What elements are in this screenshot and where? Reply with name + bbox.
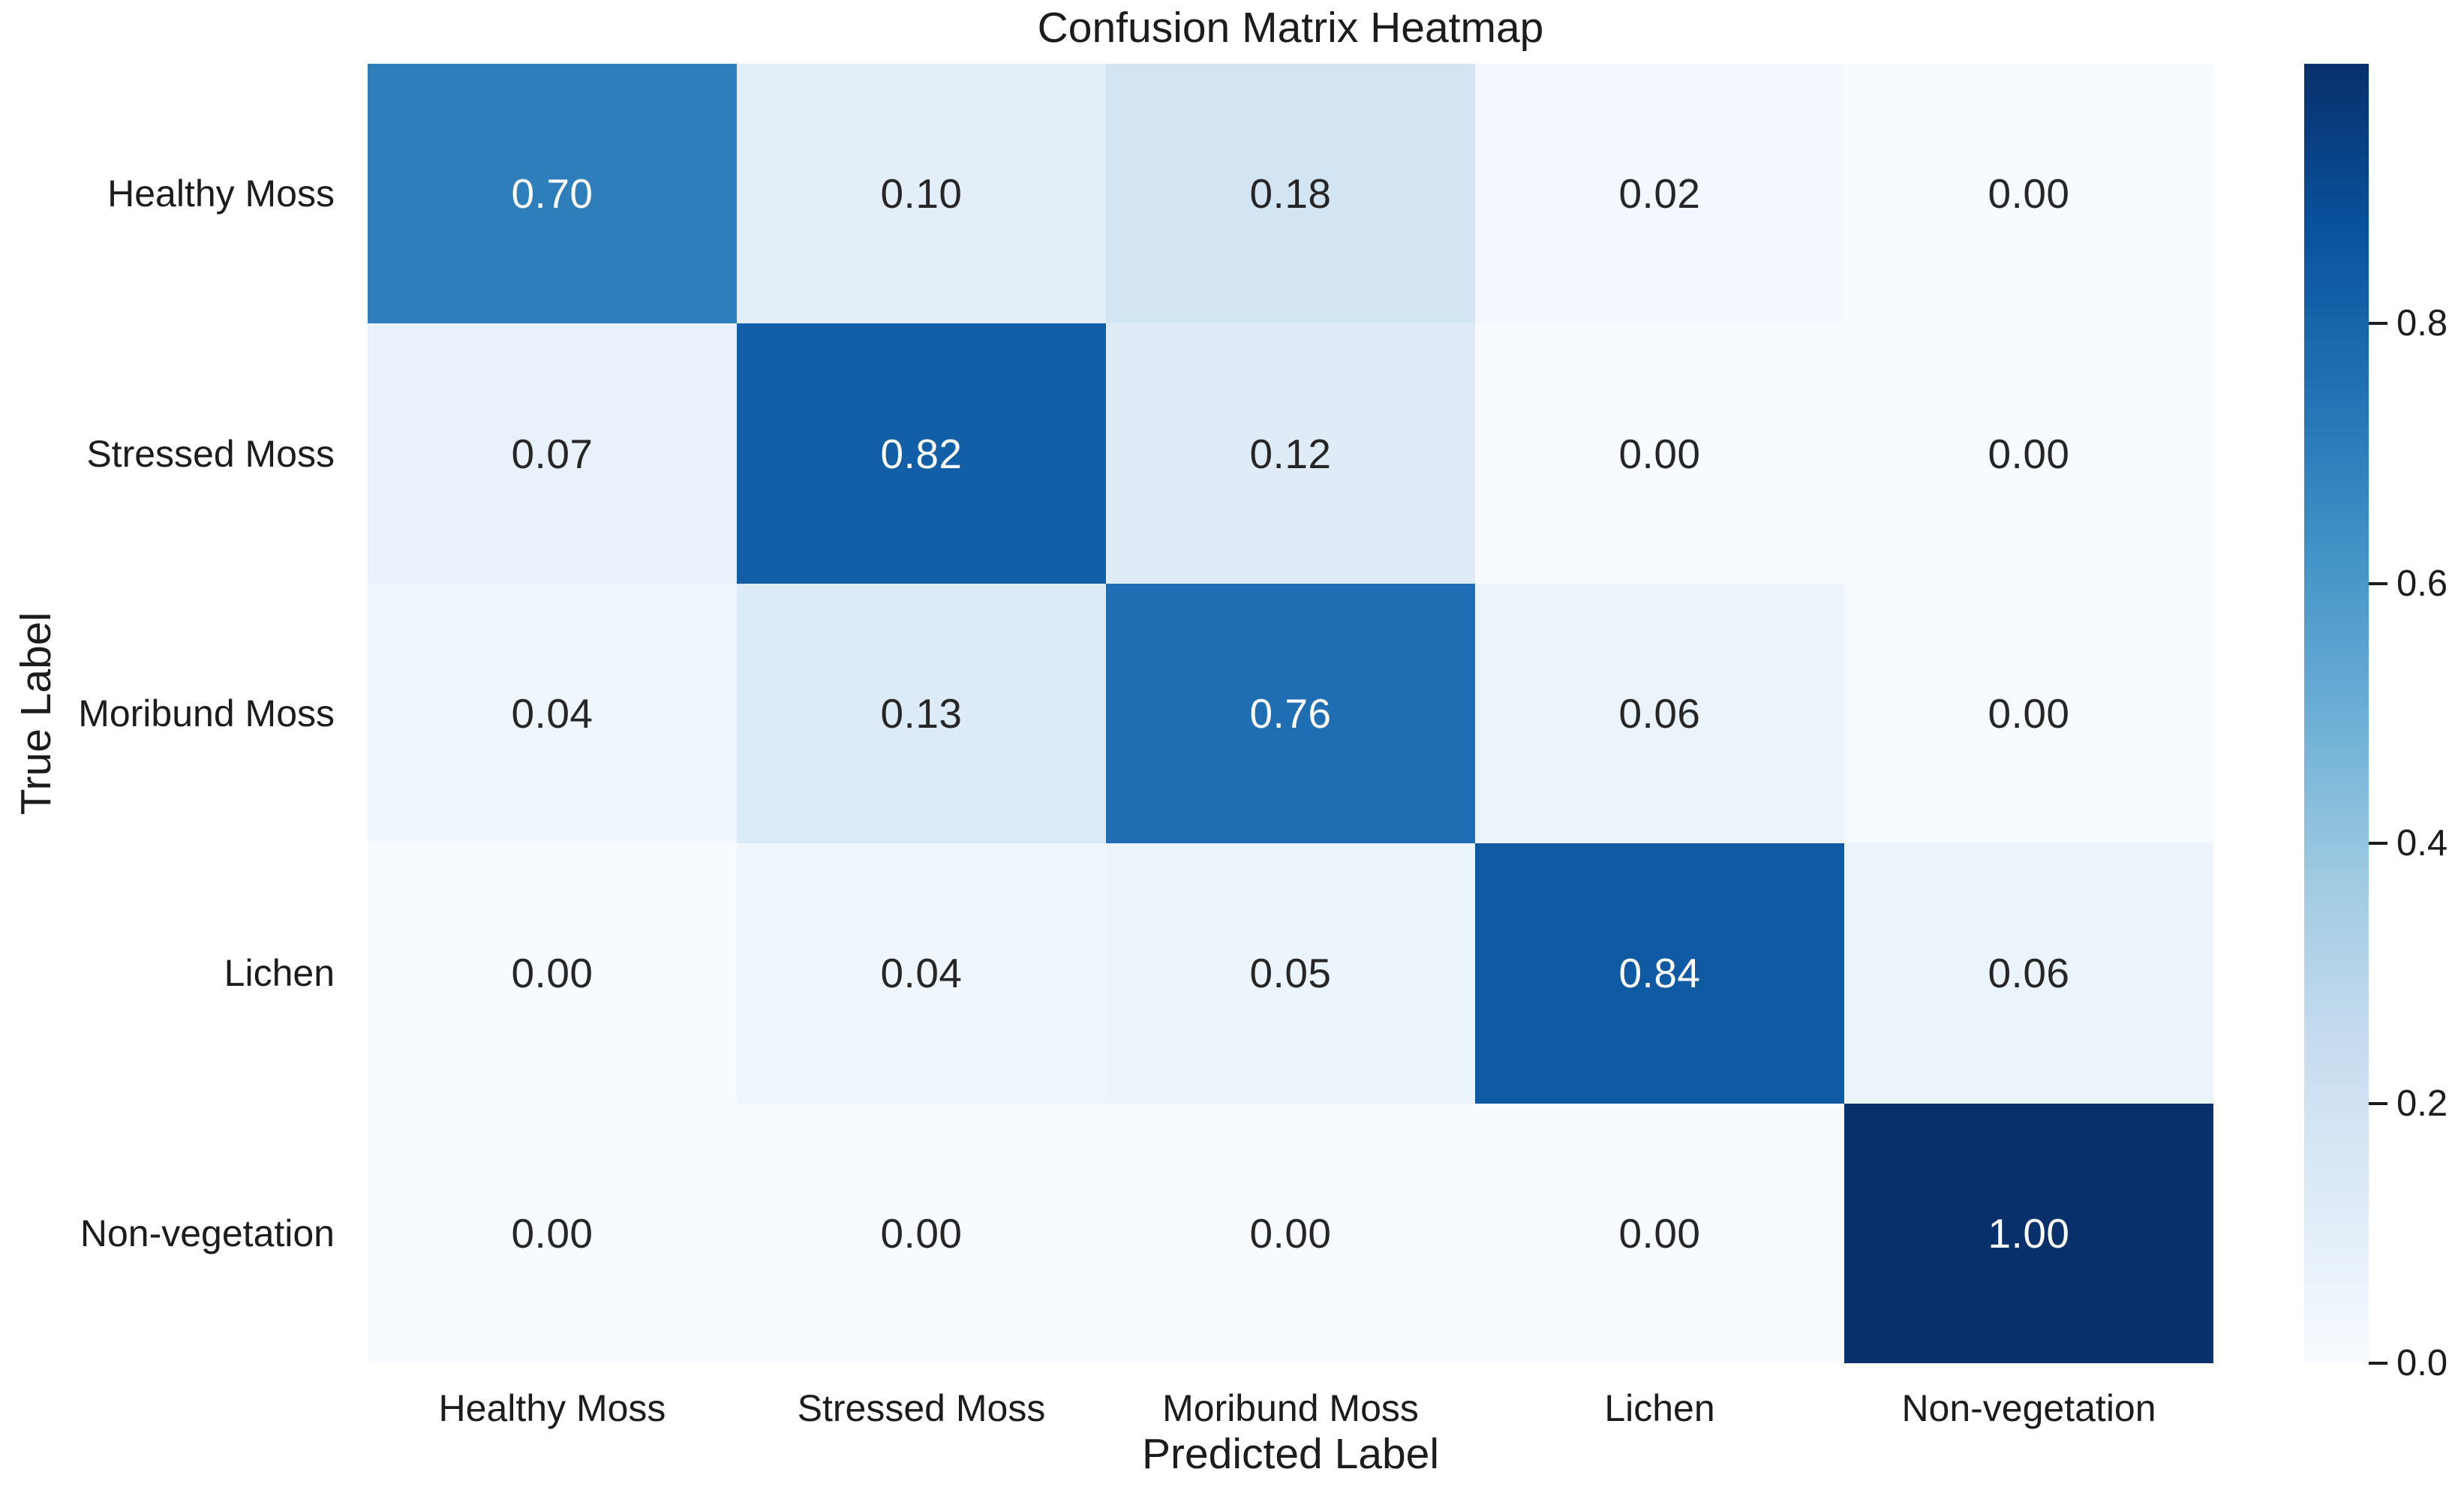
heatmap-cell-r3c1: 0.04 [737, 843, 1106, 1104]
heatmap-cell-r2c1: 0.13 [737, 583, 1106, 844]
colorbar-tick-label-4: 0.8 [2396, 303, 2448, 344]
cell-value: 0.13 [880, 689, 963, 737]
colorbar-tick-mark-0 [2369, 1362, 2387, 1365]
heatmap-cell-r2c3: 0.06 [1475, 583, 1844, 844]
heatmap-cell-r2c4: 0.00 [1844, 583, 2213, 844]
cell-value: 0.00 [880, 1209, 963, 1257]
cell-value: 0.00 [1988, 430, 2070, 477]
cell-value: 0.00 [1618, 430, 1701, 477]
cell-value: 0.07 [511, 430, 593, 477]
colorbar-tick-label-3: 0.6 [2396, 563, 2448, 604]
cell-value: 0.00 [511, 950, 593, 997]
heatmap-cell-r4c4: 1.00 [1844, 1103, 2213, 1363]
heatmap-cell-r2c2: 0.76 [1106, 583, 1475, 844]
heatmap-cell-r3c2: 0.05 [1106, 843, 1475, 1104]
colorbar-tick-mark-3 [2369, 581, 2387, 585]
x-axis-title: Predicted Label [1141, 1430, 1440, 1478]
cell-value: 0.12 [1249, 430, 1332, 477]
cell-value: 0.10 [880, 170, 963, 218]
cell-value: 1.00 [1988, 1209, 2070, 1257]
cell-value: 0.76 [1249, 689, 1332, 737]
cell-value: 0.00 [511, 1209, 593, 1257]
heatmap-cell-r3c4: 0.06 [1844, 843, 2213, 1104]
heatmap-cell-r1c1: 0.82 [737, 323, 1106, 584]
x-tick-label-4: Non-vegetation [1901, 1387, 2156, 1429]
cell-value: 0.06 [1618, 689, 1701, 737]
chart-title: Confusion Matrix Heatmap [1037, 4, 1544, 52]
heatmap-cell-r1c4: 0.00 [1844, 323, 2213, 584]
cell-value: 0.06 [1988, 950, 2070, 997]
y-tick-label-1: Stressed Moss [86, 432, 335, 475]
heatmap-cell-r0c4: 0.00 [1844, 64, 2213, 324]
heatmap-cell-r3c3: 0.84 [1475, 843, 1844, 1104]
x-tick-label-0: Healthy Moss [438, 1387, 666, 1429]
colorbar-tick-mark-1 [2369, 1101, 2387, 1105]
cell-value: 0.84 [1618, 950, 1701, 997]
cell-value: 0.82 [880, 430, 963, 477]
heatmap-cell-r0c3: 0.02 [1475, 64, 1844, 324]
colorbar-tick-label-2: 0.4 [2396, 823, 2448, 864]
colorbar-tick-label-0: 0.0 [2396, 1343, 2448, 1383]
heatmap-cell-r0c0: 0.70 [368, 64, 737, 324]
y-tick-label-3: Lichen [224, 952, 335, 995]
heatmap-cell-r4c0: 0.00 [368, 1103, 737, 1363]
heatmap-cell-r1c3: 0.00 [1475, 323, 1844, 584]
heatmap-cell-r4c1: 0.00 [737, 1103, 1106, 1363]
colorbar-tick-mark-4 [2369, 322, 2387, 326]
cell-value: 0.70 [511, 170, 593, 218]
heatmap-cell-r2c0: 0.04 [368, 583, 737, 844]
heatmap-cell-r3c0: 0.00 [368, 843, 737, 1104]
x-tick-label-3: Lichen [1604, 1387, 1715, 1429]
x-tick-label-2: Moribund Moss [1162, 1387, 1419, 1429]
x-tick-label-1: Stressed Moss [797, 1387, 1046, 1429]
heatmap-cell-r4c3: 0.00 [1475, 1103, 1844, 1363]
cell-value: 0.02 [1618, 170, 1701, 218]
cell-value: 0.00 [1988, 170, 2070, 218]
heatmap-cell-r0c1: 0.10 [737, 64, 1106, 324]
cell-value: 0.05 [1249, 950, 1332, 997]
cell-value: 0.00 [1249, 1209, 1332, 1257]
y-tick-label-0: Healthy Moss [107, 173, 335, 215]
colorbar [2304, 64, 2369, 1363]
cell-value: 0.00 [1988, 689, 2070, 737]
heatmap-grid: 0.70 0.10 0.18 0.02 0.00 0.07 0.82 0.12 0.00 0.00… [368, 64, 2213, 1363]
cell-value: 0.18 [1249, 170, 1332, 218]
cell-value: 0.00 [1618, 1209, 1701, 1257]
y-tick-label-2: Moribund Moss [78, 692, 335, 734]
cell-value: 0.04 [880, 950, 963, 997]
cell-value: 0.04 [511, 689, 593, 737]
heatmap-cell-r1c0: 0.07 [368, 323, 737, 584]
heatmap-cell-r0c2: 0.18 [1106, 64, 1475, 324]
colorbar-tick-label-1: 0.2 [2396, 1083, 2448, 1124]
y-tick-label-4: Non-vegetation [80, 1212, 335, 1254]
heatmap-cell-r1c2: 0.12 [1106, 323, 1475, 584]
colorbar-tick-mark-2 [2369, 842, 2387, 846]
heatmap-cell-r4c2: 0.00 [1106, 1103, 1475, 1363]
